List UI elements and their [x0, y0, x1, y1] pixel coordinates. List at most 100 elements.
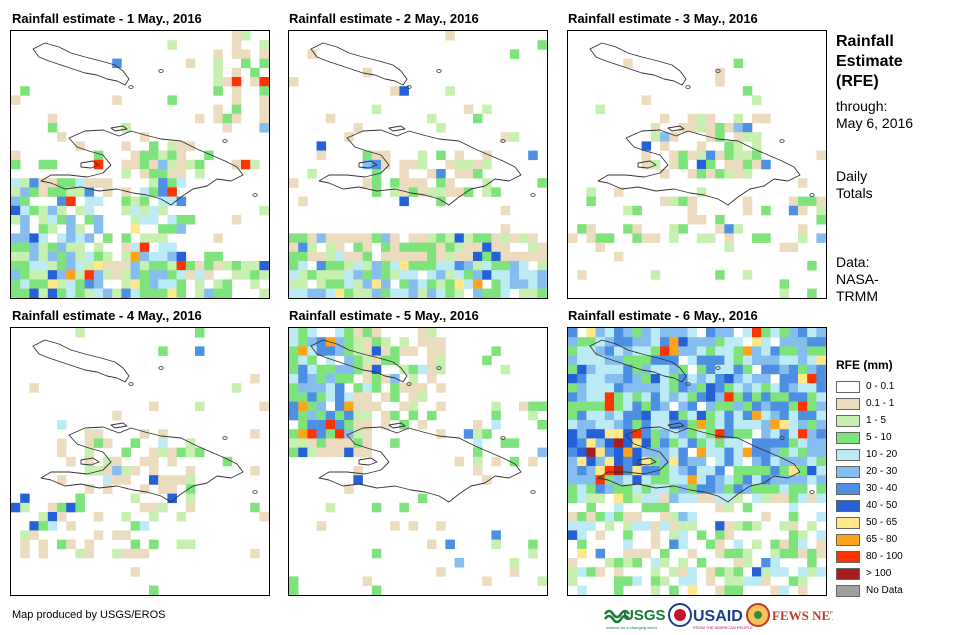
data-source-block: Data: NASA- TRMM — [836, 254, 879, 305]
rainfall-cell — [528, 288, 538, 298]
rainfall-cell — [66, 233, 76, 243]
rainfall-cell — [353, 233, 363, 243]
rainfall-cell — [733, 392, 744, 402]
rainfall-cell — [259, 270, 269, 280]
rainfall-cell — [149, 502, 159, 513]
rainfall-cell — [84, 466, 95, 476]
rainfall-cell — [724, 123, 734, 133]
rainfall-cell — [660, 420, 670, 430]
rainfall-cell — [231, 383, 242, 393]
rainfall-cell — [112, 261, 122, 271]
rainfall-cell — [752, 456, 762, 467]
rainfall-cell — [752, 420, 762, 430]
rainfall-cell — [706, 233, 716, 243]
rainfall-cell — [307, 270, 317, 280]
rainfall-cell — [399, 196, 409, 207]
rainfall-cell — [38, 279, 49, 289]
legend-label: 40 - 50 — [866, 500, 898, 511]
rainfall-map-may-6 — [567, 327, 827, 596]
rainfall-cell — [816, 196, 826, 207]
rainfall-cell — [167, 196, 177, 207]
rainfall-cell — [586, 401, 596, 412]
rainfall-cell — [724, 585, 734, 595]
rainfall-cell — [733, 420, 744, 430]
usaid-logo: USAID FROM THE AMERICAN PEOPLE — [668, 603, 753, 630]
rainfall-cell — [650, 374, 661, 384]
rainfall-cell — [641, 355, 652, 366]
rainfall-cell — [399, 337, 409, 347]
rainfall-cell — [779, 548, 790, 559]
rainfall-cell — [604, 355, 615, 366]
rainfall-cell — [641, 364, 652, 375]
rainfall-cell — [66, 270, 76, 280]
rainfall-cell — [715, 67, 725, 78]
rainfall-cell — [816, 346, 826, 356]
rainfall-cell — [752, 567, 762, 577]
rainfall-cell — [807, 420, 817, 430]
rainfall-cell — [733, 123, 744, 133]
rainfall-cell — [130, 205, 141, 216]
rainfall-cell — [167, 288, 177, 298]
rainfall-cell — [733, 429, 744, 439]
rainfall-cell — [149, 279, 159, 289]
rainfall-cell — [568, 567, 578, 577]
rainfall-cell — [678, 447, 688, 458]
rainfall-cell — [650, 420, 661, 430]
rainfall-cell — [259, 58, 269, 69]
rainfall-cell — [788, 475, 799, 485]
rainfall-cell — [353, 383, 363, 393]
rainfall-cell — [779, 392, 790, 402]
legend-swatch — [836, 448, 860, 461]
rainfall-cell — [798, 484, 808, 494]
cay-outline — [222, 139, 228, 143]
rainfall-cell — [47, 261, 58, 271]
rainfall-cell — [632, 328, 642, 338]
rainfall-cell — [335, 328, 345, 338]
rainfall-cell — [595, 383, 606, 393]
rainfall-cell — [577, 224, 587, 234]
rainfall-cell — [250, 67, 260, 78]
rainfall-cell — [632, 475, 642, 485]
rainfall-cell — [371, 585, 382, 595]
rainfall-cell — [568, 420, 578, 430]
rainfall-cell — [715, 456, 725, 467]
rainfall-cell — [84, 548, 95, 559]
rainfall-cell — [678, 150, 688, 161]
rainfall-cell — [678, 123, 688, 133]
rainfall-cell — [390, 438, 400, 448]
rainfall-cell — [669, 521, 679, 531]
rainfall-cell — [57, 539, 67, 550]
rainfall-cell — [733, 141, 744, 151]
rainfall-cell — [577, 346, 587, 356]
rainfall-cell — [715, 215, 725, 225]
rainfall-cell — [595, 401, 606, 412]
rainfall-cell — [436, 233, 446, 243]
rainfall-cell — [176, 150, 187, 161]
rainfall-cell — [84, 251, 95, 262]
rainfall-cell — [103, 466, 113, 476]
legend-label: > 100 — [866, 568, 892, 579]
rainfall-cell — [669, 456, 679, 467]
rainfall-cell — [678, 429, 688, 439]
rainfall-cell — [139, 159, 150, 170]
rainfall-cell — [770, 456, 780, 467]
rainfall-cell — [463, 261, 474, 271]
rainfall-cell — [595, 456, 606, 467]
rainfall-cell — [586, 567, 596, 577]
rainfall-cell — [733, 493, 744, 504]
rainfall-cell — [84, 233, 95, 243]
rainfall-cell — [344, 364, 354, 375]
rainfall-cell — [427, 355, 437, 366]
rainfall-cell — [167, 169, 177, 179]
rainfall-cell — [436, 251, 446, 262]
rainfall-cell — [139, 261, 150, 271]
island-coastline — [388, 422, 406, 429]
rainfall-cell — [436, 261, 446, 271]
rainfall-cell — [577, 429, 587, 439]
rainfall-cell — [568, 512, 578, 522]
rainfall-cell — [660, 548, 670, 559]
rainfall-cell — [445, 539, 455, 550]
rainfall-cell — [742, 196, 753, 207]
rainfall-cell — [103, 251, 113, 262]
rainfall-cell — [724, 493, 734, 504]
